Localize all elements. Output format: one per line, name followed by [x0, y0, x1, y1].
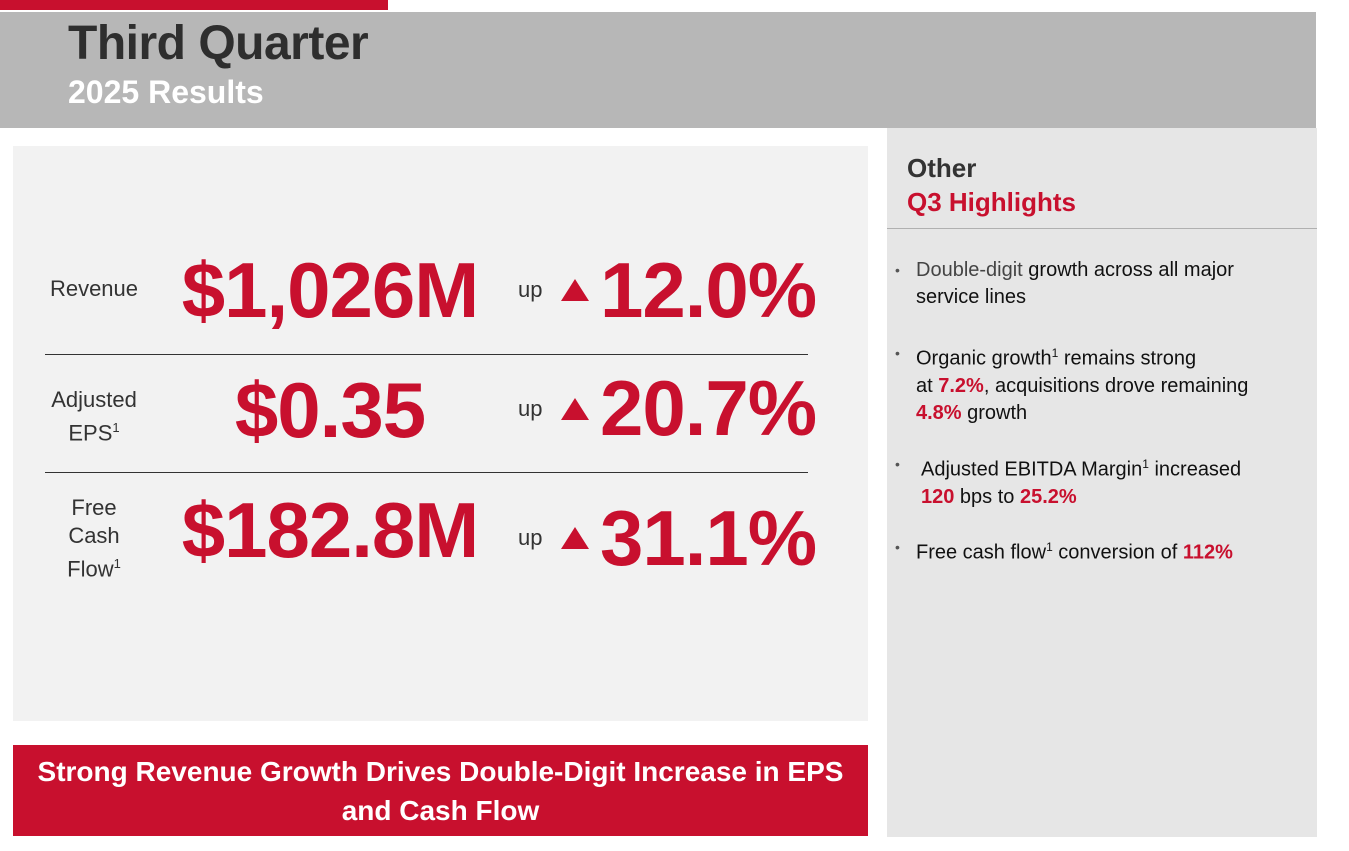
accent-bar — [0, 0, 388, 10]
summary-banner: Strong Revenue Growth Drives Double-Digi… — [13, 745, 868, 836]
bullet-icon: • — [895, 456, 900, 472]
metric-up-text-revenue: up — [518, 277, 543, 302]
triangle-up-icon — [561, 527, 589, 549]
page-title: Third Quarter — [68, 17, 369, 70]
bullet-icon: • — [895, 262, 900, 278]
page-subtitle: 2025 Results — [68, 74, 264, 110]
metric-up-text-fcf: up — [518, 525, 543, 550]
metrics-panel — [13, 146, 868, 721]
highlights-heading-line1: Other — [907, 153, 977, 183]
highlights-heading-line2: Q3 Highlights — [907, 187, 1076, 217]
metric-change-fcf: 31.1% — [600, 494, 817, 582]
divider — [45, 354, 808, 355]
bullet-icon: • — [895, 539, 900, 555]
metric-label-revenue: Revenue — [49, 276, 139, 301]
triangle-up-icon — [561, 279, 589, 301]
summary-banner-text: Strong Revenue Growth Drives Double-Digi… — [37, 755, 844, 826]
metric-value-eps: $0.35 — [234, 366, 426, 454]
triangle-up-icon — [561, 398, 589, 420]
metric-up-text-eps: up — [518, 396, 543, 421]
metric-value-fcf: $182.8M — [181, 486, 480, 574]
header-band — [0, 12, 1316, 128]
divider — [45, 472, 808, 473]
metric-label-fcf: Free Cash Flow1 — [67, 495, 121, 582]
metric-change-eps: 20.7% — [600, 364, 817, 452]
metric-change-revenue: 12.0% — [600, 246, 817, 334]
metric-label-eps: Adjusted EPS1 — [51, 387, 137, 446]
metric-value-revenue: $1,026M — [181, 246, 480, 334]
highlights-divider — [887, 228, 1317, 229]
highlights-panel: Other Q3 Highlights • Double-digit growt… — [887, 128, 1317, 837]
bullet-icon: • — [895, 345, 900, 361]
